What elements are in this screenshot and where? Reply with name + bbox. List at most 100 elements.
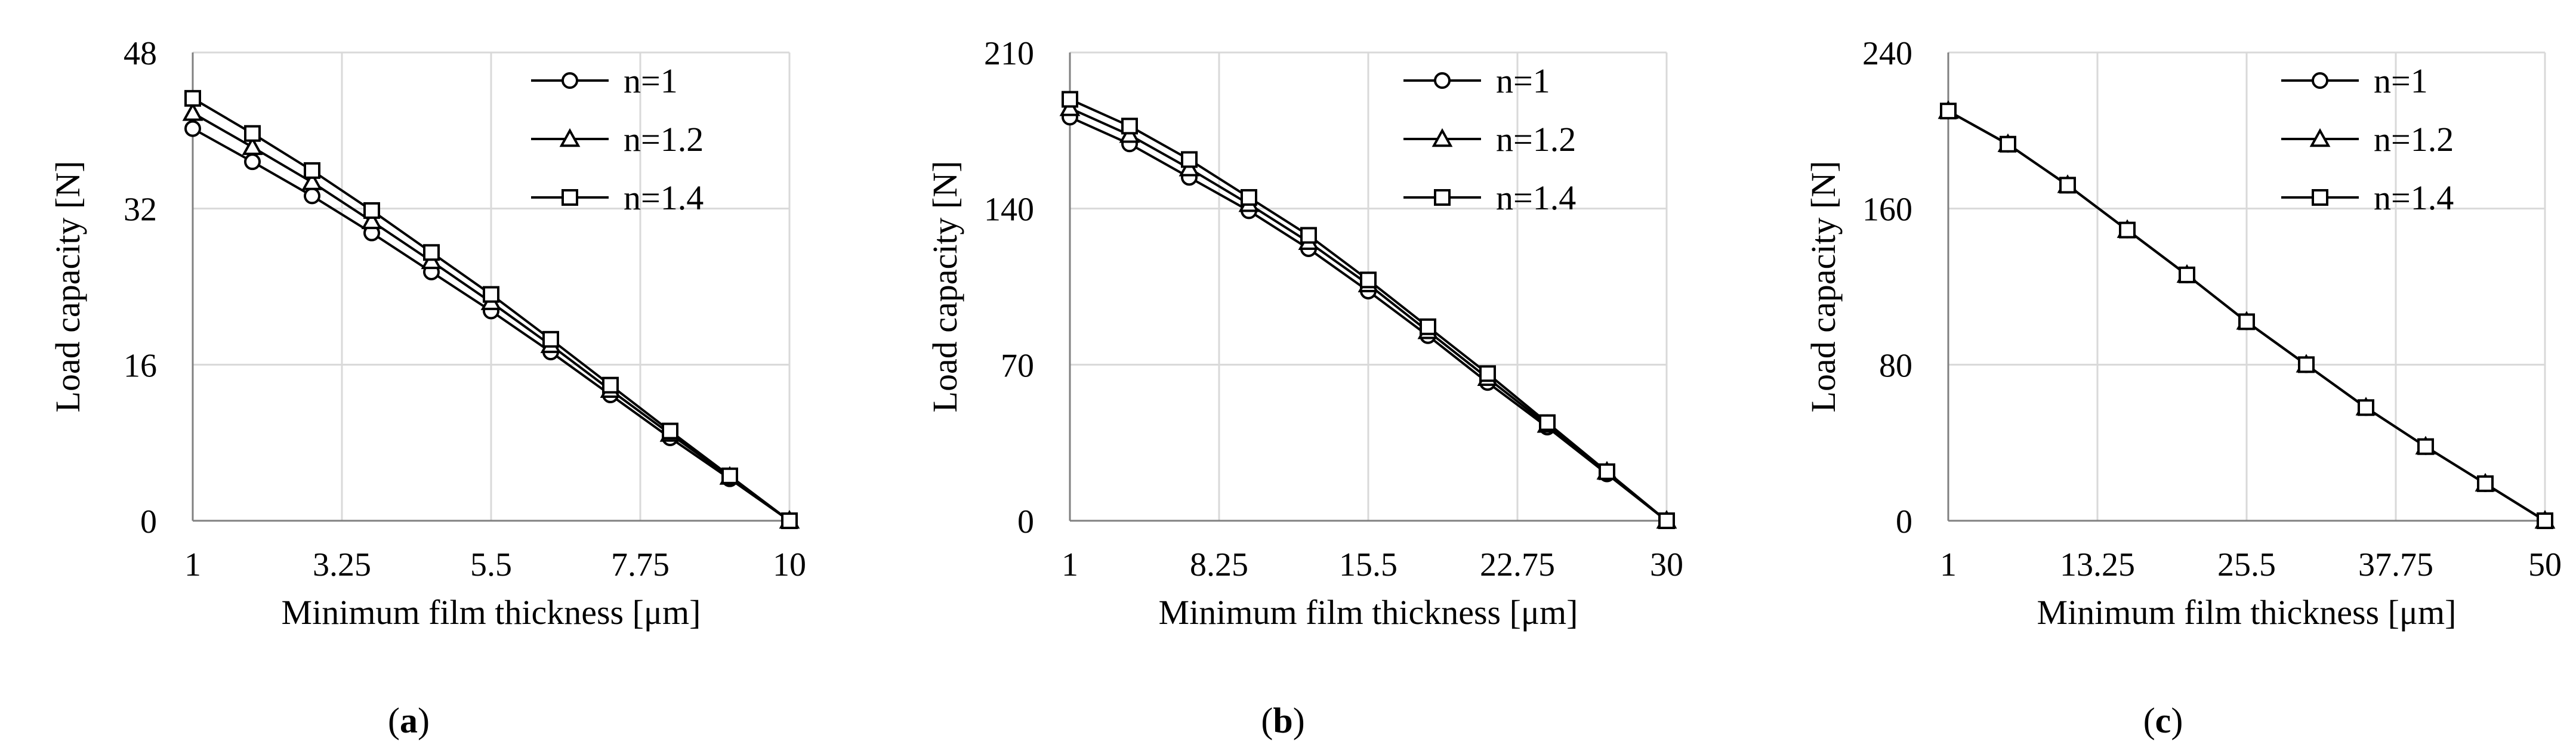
legend-marker-triangle [1432, 128, 1453, 147]
legend-marker-triangle [2309, 128, 2331, 147]
data-point-square [2298, 356, 2315, 373]
data-point-square [423, 244, 440, 261]
y-tick-label: 0 [1017, 503, 1034, 540]
data-point-square [1599, 463, 1615, 480]
series-square [1062, 91, 1675, 529]
data-point-square [2119, 221, 2136, 239]
chart-panel-c: 1 13.25 25.5 37.75 50 0 80 160 240 Minimum film t… [1804, 35, 2562, 740]
legend-label: n=1.4 [2374, 178, 2454, 217]
data-point-square [1062, 91, 1078, 108]
y-tick-label: 16 [124, 347, 157, 384]
data-point-square [2537, 512, 2553, 529]
legend: n=1 n=1.2 n=1.4 [2281, 61, 2454, 217]
data-point-square [2179, 266, 2195, 283]
data-point-square [2238, 313, 2255, 330]
data-point-square [2358, 399, 2374, 416]
data-point-square [363, 202, 380, 219]
data-point-square [1121, 118, 1138, 135]
data-point-square [2417, 438, 2434, 455]
x-tick-label: 30 [1650, 546, 1683, 583]
x-tick-label: 1 [1062, 546, 1078, 583]
y-tick-label: 80 [1879, 347, 1912, 384]
data-point-square [483, 286, 499, 303]
legend-label: n=1 [2374, 61, 2428, 100]
panel-letter: b [1273, 701, 1292, 740]
data-point-square [244, 125, 261, 142]
y-tick-label: 0 [1896, 503, 1912, 540]
x-tick-label: 25.5 [2217, 546, 2276, 583]
data-point-square [1420, 318, 1436, 335]
data-point-circle [304, 187, 320, 205]
panel-label: (a) [388, 701, 430, 740]
data-point-square [1658, 512, 1675, 529]
data-point-circle [244, 153, 261, 171]
data-point-square [1539, 414, 1556, 431]
legend-label: n=1.4 [624, 178, 704, 217]
data-point-square [602, 376, 619, 394]
x-axis-label: Minimum film thickness [μm] [282, 593, 701, 632]
data-point-square [2059, 177, 2076, 194]
legend-marker-circle [562, 72, 578, 89]
data-point-square [1940, 103, 1957, 120]
y-tick-label: 32 [124, 191, 157, 228]
legend-marker-square [2312, 189, 2328, 206]
data-point-square [1479, 365, 1496, 382]
x-tick-label: 1 [184, 546, 201, 583]
x-tick-label: 10 [773, 546, 806, 583]
y-tick-label: 70 [1001, 347, 1034, 384]
legend-marker-circle [1434, 72, 1451, 89]
legend-label: n=1 [1496, 61, 1550, 100]
data-point-square [1360, 271, 1377, 289]
legend-marker-circle [2312, 72, 2328, 89]
x-tick-label: 8.25 [1190, 546, 1248, 583]
data-point-triangle [242, 136, 263, 155]
x-axis-label: Minimum film thickness [μm] [1159, 593, 1578, 632]
legend: n=1 n=1.2 n=1.4 [1403, 61, 1576, 217]
y-tick-label: 140 [984, 191, 1034, 228]
legend: n=1 n=1.2 n=1.4 [531, 61, 704, 217]
legend-marker-square [1434, 189, 1451, 206]
series-square [1940, 103, 2553, 529]
legend-label: n=1.2 [2374, 120, 2454, 159]
data-point-square [1181, 151, 1198, 168]
x-tick-label: 22.75 [1480, 546, 1555, 583]
legend-label: n=1.2 [624, 120, 704, 159]
x-tick-label: 15.5 [1339, 546, 1397, 583]
y-tick-label: 48 [124, 35, 157, 72]
data-point-triangle [182, 102, 203, 121]
legend-label: n=1.2 [1496, 120, 1576, 159]
legend-marker-triangle [559, 128, 581, 147]
data-point-square [662, 422, 678, 440]
legend-label: n=1 [624, 61, 678, 100]
x-tick-label: 13.25 [2060, 546, 2135, 583]
y-tick-label: 240 [1862, 35, 1912, 72]
data-point-square [2000, 135, 2016, 153]
chart-panel-b: 1 8.25 15.5 22.75 30 0 70 140 210 Minimum film th… [925, 35, 1683, 740]
data-point-square [542, 330, 559, 348]
x-axis-label: Minimum film thickness [μm] [2037, 593, 2457, 632]
legend-marker-square [562, 189, 578, 206]
y-tick-label: 210 [984, 35, 1034, 72]
data-point-square [1241, 188, 1257, 206]
y-axis-label: Load capacity [N] [48, 161, 87, 413]
y-axis-label: Load capacity [N] [925, 161, 964, 413]
data-point-square [1300, 227, 1317, 244]
x-tick-label: 5.5 [470, 546, 512, 583]
x-tick-label: 1 [1940, 546, 1957, 583]
y-axis-label: Load capacity [N] [1804, 161, 1843, 413]
x-tick-label: 37.75 [2358, 546, 2433, 583]
x-tick-label: 7.75 [611, 546, 670, 583]
data-point-square [184, 89, 201, 107]
chart-panel-a: 1 3.25 5.5 7.75 10 0 16 32 48 Minimum film thickn… [48, 35, 806, 740]
panel-label: (c) [2143, 701, 2183, 740]
panel-letter: a [400, 701, 418, 740]
y-tick-label: 0 [140, 503, 157, 540]
data-point-square [781, 512, 798, 529]
panel-label: (b) [1261, 701, 1304, 740]
x-tick-label: 50 [2528, 546, 2562, 583]
panel-letter: c [2155, 701, 2171, 740]
series-square [184, 89, 798, 529]
legend-label: n=1.4 [1496, 178, 1576, 217]
data-point-triangle [361, 210, 382, 230]
